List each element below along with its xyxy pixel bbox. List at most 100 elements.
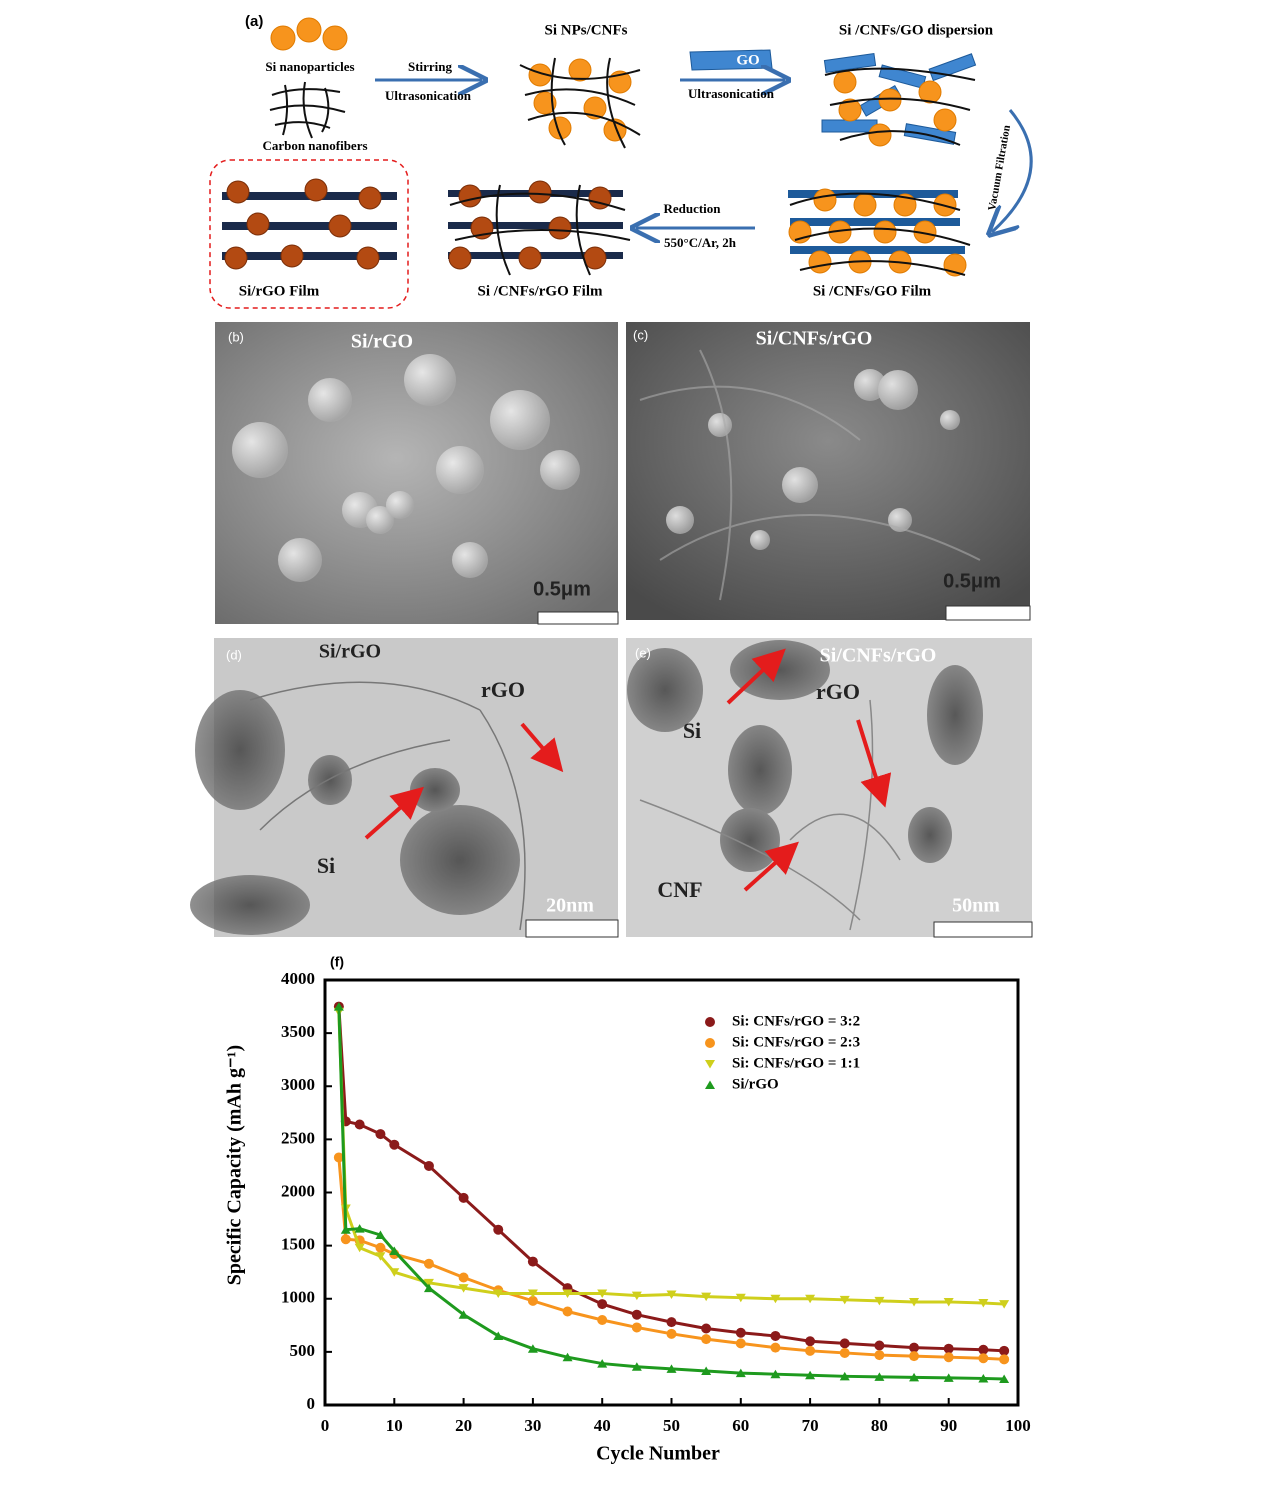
marker (978, 1344, 989, 1355)
marker (978, 1299, 989, 1308)
x-tick-label: 40 (594, 1416, 611, 1435)
marker (562, 1352, 573, 1362)
text: Vacuum Filtration (986, 124, 1013, 211)
marker (631, 1322, 642, 1333)
marker (943, 1343, 954, 1354)
marker (375, 1242, 386, 1253)
cluster (519, 57, 641, 149)
annotation: CNF (657, 877, 702, 902)
marker (631, 1309, 642, 1320)
marker (493, 1331, 504, 1340)
legend-label: Si: CNFs/rGO = 3:2 (732, 1013, 860, 1029)
arrow (992, 109, 1033, 232)
marker (527, 1289, 538, 1298)
marker (389, 1268, 400, 1277)
marker (701, 1292, 712, 1302)
marker (493, 1289, 504, 1298)
y-tick-label: 1500 (281, 1235, 315, 1254)
marker (701, 1366, 712, 1375)
scale-bar (537, 611, 619, 625)
y-tick-label: 2500 (281, 1128, 315, 1147)
go-sheet (689, 49, 773, 71)
scale-label: 0.5μm (533, 578, 591, 600)
text: Si /CNFs/GO dispersion (839, 22, 994, 38)
tem-d: (d) Si/rGO rGO Si 20nm (190, 638, 619, 938)
y-tick-label: 4000 (281, 969, 315, 988)
marker (340, 1234, 351, 1245)
marker (458, 1192, 469, 1203)
arrow (743, 841, 799, 892)
marker (770, 1330, 781, 1341)
x-tick-label: 20 (455, 1416, 472, 1435)
text: GO (736, 52, 759, 68)
sem-c: (c) Si/CNFs/rGO 0.5μm (626, 322, 1031, 621)
marker (527, 1256, 538, 1267)
text: Si/rGO Film (239, 283, 320, 299)
marker (340, 1225, 351, 1234)
marker (839, 1295, 850, 1305)
cluster (788, 188, 971, 277)
x-tick-label: 10 (386, 1416, 403, 1435)
arrow (520, 722, 564, 773)
marker (839, 1338, 850, 1349)
marker (333, 1152, 344, 1163)
marker (705, 1038, 715, 1048)
text: Si /CNFs/GO Film (813, 283, 932, 299)
marker (770, 1294, 781, 1304)
y-tick-label: 3000 (281, 1075, 315, 1094)
marker (943, 1373, 954, 1382)
panel-label: (a) (245, 13, 263, 30)
marker (999, 1300, 1010, 1309)
panel-title: Si/rGO (319, 641, 381, 663)
legend-label: Si: CNFs/rGO = 2:3 (732, 1034, 860, 1050)
scale-label: 0.5μm (943, 570, 1001, 592)
marker (999, 1354, 1010, 1365)
text: Si nanoparticles (265, 59, 354, 74)
annotation: rGO (816, 679, 860, 704)
x-tick-label: 60 (732, 1416, 749, 1435)
scale-label: 50nm (952, 895, 1000, 917)
marker (666, 1290, 677, 1299)
tem-e: (e) Si/CNFs/rGO Si rGO CNF 50nm (626, 638, 1033, 938)
marker (562, 1306, 573, 1317)
marker (735, 1368, 746, 1378)
x-tick-label: 50 (663, 1416, 680, 1435)
marker (999, 1345, 1010, 1356)
marker (354, 1243, 365, 1253)
marker (805, 1345, 816, 1356)
x-tick-label: 0 (321, 1416, 330, 1435)
marker (631, 1291, 642, 1301)
legend-label: Si: CNFs/rGO = 1:1 (732, 1055, 860, 1071)
marker (423, 1258, 434, 1269)
marker (705, 1080, 715, 1089)
marker (562, 1289, 573, 1298)
marker (909, 1372, 920, 1382)
marker (666, 1317, 677, 1328)
marker (597, 1359, 608, 1368)
marker (354, 1224, 365, 1233)
marker (770, 1369, 781, 1379)
text: Si /CNFs/rGO Film (478, 283, 604, 299)
arrow (364, 786, 424, 840)
scale-label: 20nm (546, 895, 594, 917)
panel-label: (e) (635, 645, 651, 660)
marker (735, 1338, 746, 1349)
x-tick-label: 30 (524, 1416, 541, 1435)
legend-label: Si/rGO (732, 1076, 779, 1092)
panel-label: (c) (633, 327, 648, 342)
scale-bar (945, 605, 1031, 621)
annotation: rGO (481, 677, 525, 702)
x-tick-label: 70 (802, 1416, 819, 1435)
schematic: (a) Si nanoparticles Carbon nanofibers S… (209, 13, 1033, 309)
marker (527, 1295, 538, 1306)
marker (354, 1119, 365, 1130)
arrow (856, 719, 892, 808)
marker (770, 1342, 781, 1353)
marker (805, 1336, 816, 1347)
y-axis-title: Specific Capacity (mAh g⁻¹) (224, 1045, 246, 1285)
scale-bar (525, 919, 619, 938)
panel-label: (b) (228, 329, 244, 344)
text: 550°C/Ar, 2h (664, 235, 737, 250)
marker (458, 1272, 469, 1283)
